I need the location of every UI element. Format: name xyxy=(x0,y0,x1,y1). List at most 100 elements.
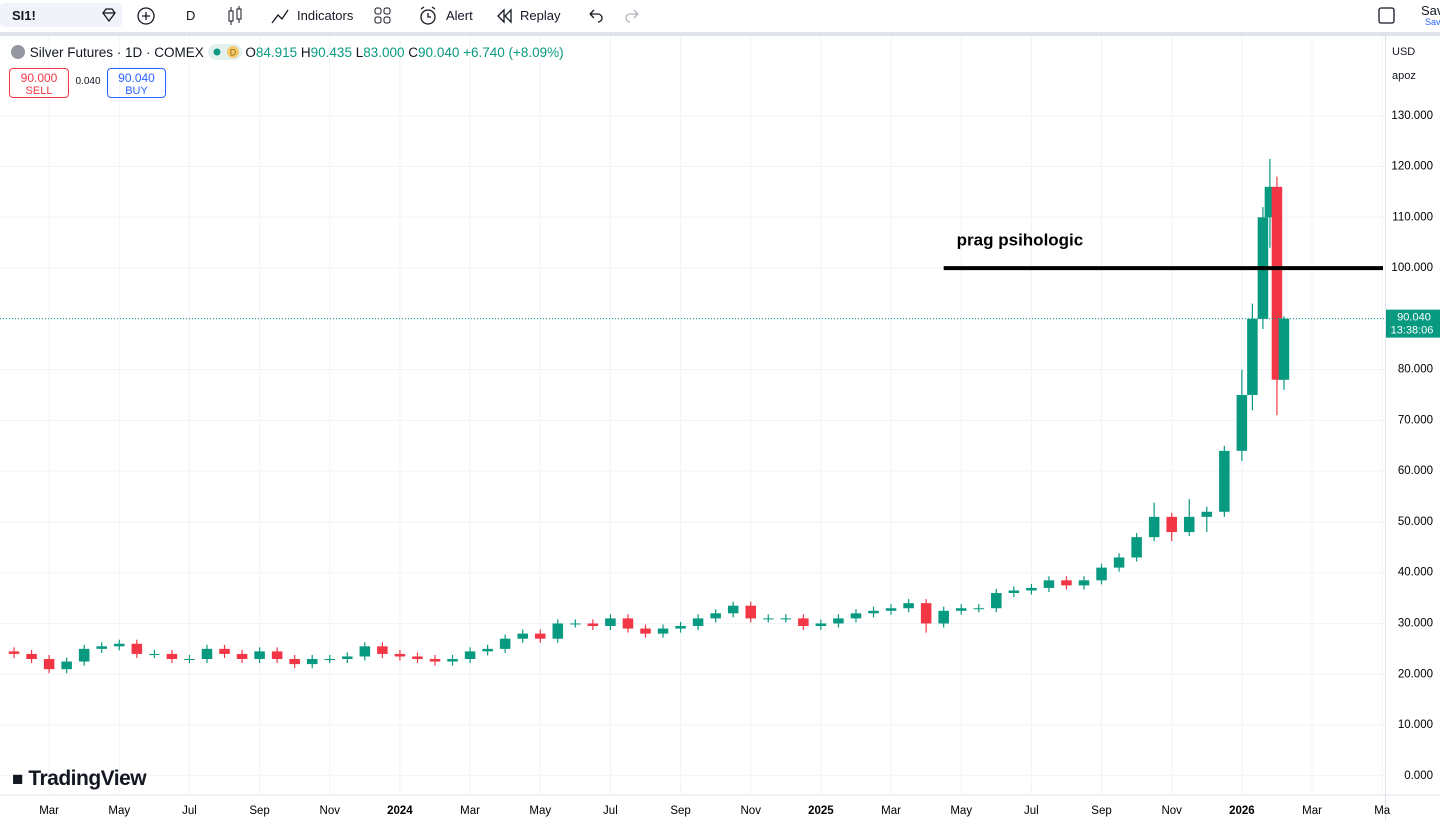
save-sub: Sav xyxy=(1425,17,1440,27)
candle-body xyxy=(745,605,756,619)
x-tick-label: Sep xyxy=(670,805,690,817)
candle-body xyxy=(692,618,704,627)
y-tick-label: 30.000 xyxy=(1398,618,1433,630)
symbol[interactable]: SI1! xyxy=(12,8,36,23)
c-label: C xyxy=(408,45,419,60)
x-tick-label: 2024 xyxy=(387,805,413,817)
candle-body xyxy=(657,628,669,634)
toolbar: SI1! D Indicators Alert Replay Sav Sav xyxy=(0,0,1440,36)
change: +6.740 (+8.09%) xyxy=(463,45,564,60)
save[interactable]: Sav xyxy=(1421,3,1440,18)
symbol-box[interactable]: SI1! xyxy=(0,3,122,27)
logo: ■ TradingView xyxy=(12,767,147,790)
replay[interactable]: Replay xyxy=(520,8,561,23)
candle-body xyxy=(1264,186,1276,218)
candle-body xyxy=(412,656,423,660)
x-tick-label: Nov xyxy=(1161,805,1182,817)
candle-body xyxy=(219,648,230,654)
candle-body xyxy=(429,659,441,662)
candle-body xyxy=(1078,580,1090,586)
x-tick-label: Jul xyxy=(182,805,197,817)
layout-icon[interactable] xyxy=(374,7,392,25)
candle-body xyxy=(289,659,300,665)
y-tick-label: 40.000 xyxy=(1398,567,1433,579)
candle-body xyxy=(114,643,125,647)
undo-redo[interactable] xyxy=(586,7,646,25)
candle-body xyxy=(184,659,195,661)
alert[interactable]: Alert xyxy=(446,8,473,23)
sell-button[interactable]: 90.000 SELL xyxy=(9,68,69,98)
open: 84.915 xyxy=(255,45,298,60)
logo-text: TradingView xyxy=(28,767,147,790)
y-tick-label: 120.000 xyxy=(1391,161,1433,173)
x-tick-label: Mar xyxy=(460,805,480,817)
candle-body xyxy=(552,623,564,639)
chart-type-icon[interactable] xyxy=(226,6,244,26)
candle-body xyxy=(1271,186,1283,380)
candle-body xyxy=(1061,580,1072,586)
x-tick-label: Mar xyxy=(39,805,59,817)
candle-body xyxy=(26,653,37,660)
candle-body xyxy=(324,659,336,661)
y-tick-label: 130.000 xyxy=(1391,110,1433,122)
alert-icon[interactable] xyxy=(418,5,440,27)
countdown: 13:38:06 xyxy=(1391,325,1434,337)
candle-body xyxy=(1148,516,1160,538)
last-price-badge xyxy=(1386,309,1440,338)
buy-label[interactable]: BUY xyxy=(125,85,148,97)
candle-body xyxy=(763,618,774,620)
candle-body xyxy=(166,653,178,660)
x-tick-label: 2025 xyxy=(808,805,834,817)
candle-body xyxy=(1131,537,1142,558)
candle-body xyxy=(254,651,265,660)
candle-body xyxy=(1278,318,1290,380)
candle-body xyxy=(1201,511,1213,517)
scale-mode[interactable]: apoz xyxy=(1392,70,1416,82)
l-label: L xyxy=(355,45,364,60)
candle-body xyxy=(482,648,493,652)
chart: 0.000 10.000 20.000 30.000 40.000 50.000 60.00… xyxy=(0,36,1440,820)
indicators[interactable]: Indicators xyxy=(297,8,354,23)
interval[interactable]: D xyxy=(186,8,196,23)
candle-body xyxy=(1247,318,1258,395)
candle-body xyxy=(850,613,862,619)
x-tick-label: Jul xyxy=(603,805,618,817)
candle-body xyxy=(236,653,248,660)
y-tick-label: 20.000 xyxy=(1398,668,1433,680)
buy-button[interactable]: 90.040 BUY xyxy=(107,68,166,98)
fullscreen-icon[interactable] xyxy=(1377,6,1397,26)
indicators-icon[interactable] xyxy=(270,6,290,26)
candle-body xyxy=(394,653,406,657)
candle-body xyxy=(938,610,949,624)
candle-body xyxy=(1219,450,1230,512)
o-label: O xyxy=(245,45,256,60)
candle-body xyxy=(605,618,616,627)
y-tick-label: 50.000 xyxy=(1398,516,1433,528)
sell-price[interactable]: 90.000 xyxy=(20,71,58,85)
x-tick-label: Sep xyxy=(249,805,269,817)
legend-title: Silver Futures · 1D · COMEX xyxy=(29,45,204,60)
h-label: H xyxy=(300,45,311,60)
candle-body xyxy=(1008,590,1020,594)
buy-price[interactable]: 90.040 xyxy=(118,71,155,85)
x-tick-label: Jul xyxy=(1024,805,1039,817)
x-tick-label: May xyxy=(108,805,130,817)
candle-body xyxy=(622,618,634,629)
sell-label[interactable]: SELL xyxy=(25,85,53,97)
low: 83.000 xyxy=(363,45,405,60)
currency[interactable]: USD xyxy=(1392,46,1416,58)
x-tick-label: Mar xyxy=(881,805,901,817)
y-tick-label: 70.000 xyxy=(1398,414,1433,426)
replay-icon[interactable] xyxy=(496,8,514,24)
last-price-label: 90.040 xyxy=(1397,312,1431,324)
candle-body xyxy=(1113,557,1125,568)
add-icon[interactable] xyxy=(136,6,156,26)
x-tick-label: Mar xyxy=(1302,805,1322,817)
candle-body xyxy=(149,653,160,655)
symbol-logo xyxy=(11,45,25,59)
spread: 0.040 xyxy=(75,76,101,87)
close: 90.040 xyxy=(418,45,460,60)
candle-body xyxy=(710,613,721,619)
candle-body xyxy=(675,626,686,629)
